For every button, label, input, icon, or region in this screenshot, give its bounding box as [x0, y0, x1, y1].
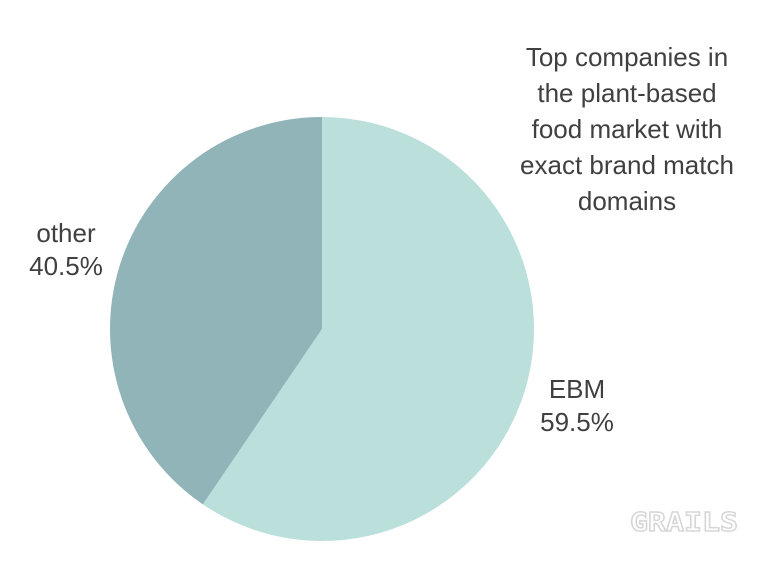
slice-label-ebm-name: EBM: [548, 374, 606, 404]
chart-title-line: the plant-based: [537, 78, 717, 108]
slice-label-ebm: EBM 59.5%: [515, 373, 639, 439]
chart-title-line: Top companies in: [525, 42, 729, 72]
slice-label-other-value: 40.5%: [29, 251, 103, 281]
slice-label-ebm-value: 59.5%: [540, 407, 614, 437]
pie-slice-ebm: [202, 117, 535, 541]
pie-slice-other: [110, 117, 323, 505]
slice-label-other-name: other: [36, 218, 96, 248]
chart-title-line: exact brand match: [520, 150, 734, 180]
chart-title-line: food market with: [531, 114, 723, 144]
slice-label-other: other 40.5%: [6, 217, 126, 283]
grails-logo: GRAILS: [629, 507, 738, 538]
grails-logo-text: GRAILS: [630, 508, 738, 538]
chart-title: Top companies in the plant-based food ma…: [496, 39, 758, 219]
chart-title-line: domains: [577, 186, 677, 216]
